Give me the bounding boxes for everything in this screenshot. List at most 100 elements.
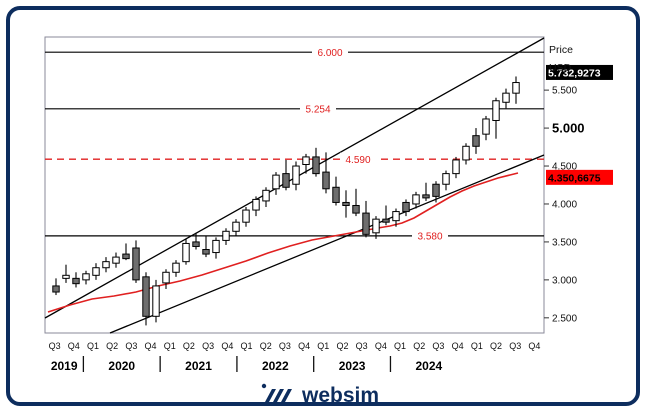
candle-body bbox=[502, 92, 510, 103]
x-tick-label: Q2 bbox=[490, 341, 502, 351]
candle-body bbox=[322, 171, 330, 190]
x-year-label: 2019 bbox=[51, 359, 78, 373]
candlestick bbox=[362, 200, 370, 238]
candlestick bbox=[392, 208, 400, 227]
candlestick bbox=[212, 237, 220, 259]
candlestick bbox=[502, 88, 510, 109]
logo-slash1-icon bbox=[265, 389, 276, 402]
candle-body bbox=[162, 271, 170, 284]
candle-body bbox=[312, 156, 320, 175]
websim-logo: websim bbox=[261, 383, 379, 407]
candle-body bbox=[352, 204, 360, 214]
candlestick bbox=[382, 205, 390, 226]
level-label-bg bbox=[340, 152, 376, 166]
candle-body bbox=[142, 276, 150, 317]
candlestick bbox=[252, 196, 260, 217]
x-axis: Q3 Q4 Q1 Q2 Q3 Q4 Q1 Q2 Q3 Q4 Q1 Q2 Q3 Q4 Q1 Q2 Q3 Q4 Q1 Q2… bbox=[49, 341, 541, 373]
candlestick bbox=[272, 172, 280, 195]
level-label-bg bbox=[312, 45, 348, 59]
candle-body bbox=[92, 267, 100, 276]
candlestick bbox=[422, 182, 430, 201]
y-tick-label: 4.000 bbox=[552, 199, 577, 210]
candlestick bbox=[482, 115, 490, 141]
candle-body bbox=[272, 174, 280, 190]
x-tick-label: Q3 bbox=[202, 341, 214, 351]
candlestick bbox=[112, 252, 120, 268]
candlestick bbox=[192, 232, 200, 250]
level-label: 3.580 bbox=[417, 231, 442, 242]
price-tags: 5.732,9273 4.350,6675 bbox=[546, 64, 613, 185]
candle-body bbox=[132, 247, 140, 281]
candle-body bbox=[492, 100, 500, 121]
candlestick bbox=[62, 264, 70, 283]
candlestick bbox=[352, 188, 360, 217]
logo-slash3-icon bbox=[281, 389, 292, 402]
x-tick-label: Q1 bbox=[164, 341, 176, 351]
y-axis-title-line1: Price bbox=[549, 44, 573, 56]
x-tick-label: Q4 bbox=[298, 341, 310, 351]
candlestick bbox=[222, 228, 230, 245]
level-label: 6.000 bbox=[317, 48, 342, 59]
level-label-bg bbox=[412, 229, 448, 243]
candlestick bbox=[512, 76, 520, 104]
candlestick bbox=[52, 278, 60, 296]
candlestick bbox=[452, 156, 460, 179]
candlestick bbox=[242, 207, 250, 227]
level-label-bg bbox=[300, 102, 336, 116]
level-lines bbox=[45, 51, 544, 237]
x-tick-label: Q2 bbox=[183, 341, 195, 351]
level-labels: 6.000 5.254 4.590 3.580 bbox=[300, 45, 448, 243]
x-tick-label: Q2 bbox=[336, 341, 348, 351]
x-tick-label: Q1 bbox=[241, 341, 253, 351]
candlestick bbox=[142, 272, 150, 326]
candle-body bbox=[52, 285, 60, 293]
candle-body bbox=[172, 262, 180, 273]
candlestick bbox=[182, 238, 190, 265]
candle-body bbox=[362, 212, 370, 235]
candlestick bbox=[432, 181, 440, 203]
candlestick bbox=[312, 147, 320, 177]
last-price-tag-text: 5.732,9273 bbox=[548, 67, 601, 79]
candlestick bbox=[82, 270, 90, 285]
candlestick bbox=[162, 269, 170, 289]
lower-trendline bbox=[109, 154, 545, 334]
candlestick bbox=[332, 176, 340, 206]
candle-body bbox=[472, 135, 480, 147]
candle-body bbox=[232, 221, 240, 232]
candlestick bbox=[292, 161, 300, 191]
candlestick bbox=[472, 128, 480, 154]
candle-body bbox=[212, 239, 220, 254]
candle-body bbox=[302, 156, 310, 166]
y-tick-label: 2.500 bbox=[552, 313, 577, 324]
x-year-label: 2021 bbox=[185, 359, 212, 373]
candle-body bbox=[412, 194, 420, 205]
candlestick bbox=[92, 263, 100, 280]
x-tick-label: Q4 bbox=[375, 341, 387, 351]
y-axis-title-line2: USD bbox=[549, 62, 572, 74]
moving-average bbox=[47, 172, 519, 313]
last-price-tag bbox=[546, 64, 613, 80]
candle-body bbox=[152, 285, 160, 317]
candlestick bbox=[122, 243, 130, 261]
level-label: 5.254 bbox=[305, 104, 330, 115]
x-tick-label: Q3 bbox=[509, 341, 521, 351]
candlestick bbox=[402, 199, 410, 217]
window-frame bbox=[6, 6, 640, 406]
candlestick bbox=[262, 187, 270, 208]
candle-body bbox=[432, 183, 440, 197]
candle-body bbox=[442, 173, 450, 185]
y-tick-label: 4.500 bbox=[552, 162, 577, 173]
y-tick-label: 3.500 bbox=[552, 237, 577, 248]
x-tick-label: Q3 bbox=[125, 341, 137, 351]
candle-body bbox=[122, 253, 130, 260]
candle-body bbox=[422, 194, 430, 199]
candle-body bbox=[392, 211, 400, 222]
candle-body bbox=[252, 198, 260, 211]
candle-body bbox=[282, 173, 290, 188]
x-tick-label: Q2 bbox=[413, 341, 425, 351]
candlestick bbox=[412, 191, 420, 209]
x-tick-label: Q1 bbox=[87, 341, 99, 351]
x-year-label: 2022 bbox=[262, 359, 289, 373]
